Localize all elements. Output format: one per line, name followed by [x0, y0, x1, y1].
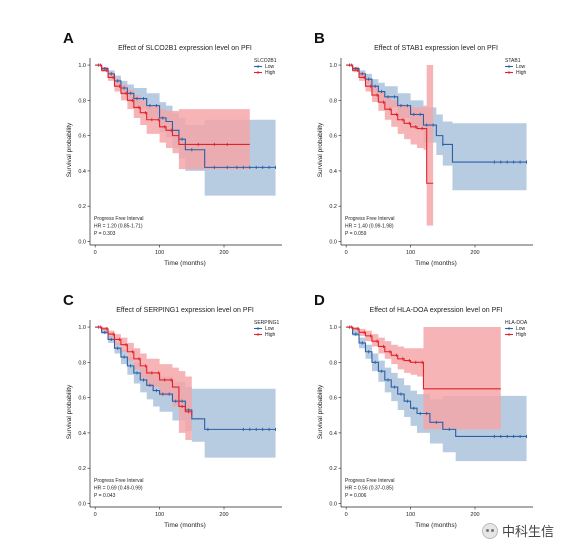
legend-title: SLCO2B1 [254, 58, 277, 64]
panel-d: D Effect of HLA-DOA expression level on … [314, 292, 533, 529]
legend-entry-low: Low [265, 64, 275, 70]
ci-band-high [95, 65, 250, 170]
y-tick-label: 0.2 [78, 466, 86, 472]
x-tick-label: 100 [406, 512, 415, 518]
panel-b-xlabel: Time (months) [415, 260, 457, 267]
watermark-text: 中科生信 [501, 525, 554, 540]
y-tick-label: 0.6 [329, 134, 337, 140]
km-curve-low [95, 64, 276, 168]
annotation-line: Progress Free Interval [94, 216, 143, 222]
annotation-line: HR = 1.20 (0.85-1.71) [94, 224, 143, 230]
y-tick-label: 0.2 [329, 466, 337, 472]
legend-entry-high: High [516, 70, 527, 76]
annotation-line: Progress Free Interval [345, 478, 394, 484]
panel-c: C Effect of SERPING1 expression level on… [63, 292, 282, 529]
panel-a-xlabel: Time (months) [164, 260, 206, 267]
y-tick-label: 0.4 [78, 431, 86, 437]
y-tick-label: 0.8 [329, 360, 337, 366]
y-tick-label: 0.4 [329, 169, 337, 175]
panel-d-letter: D [314, 292, 325, 309]
legend-entry-low: Low [516, 326, 526, 332]
panel-a-letter: A [63, 30, 74, 47]
km-curve-high [95, 326, 193, 416]
y-tick-label: 0.0 [78, 501, 86, 507]
y-tick-label: 0.2 [329, 204, 337, 210]
y-tick-label: 0.0 [329, 501, 337, 507]
x-tick-label: 100 [155, 512, 164, 518]
legend-entry-high: High [265, 70, 276, 76]
panel-b: B Effect of STAB1 expression level on PF… [314, 30, 533, 267]
x-tick-label: 0 [94, 250, 97, 256]
annotation-line: P = 0.006 [345, 493, 367, 499]
y-tick-label: 0.0 [329, 239, 337, 245]
annotation-line: P = 0.303 [94, 231, 116, 237]
y-tick-label: 1.0 [78, 325, 86, 331]
y-tick-label: 0.4 [78, 169, 86, 175]
annotation-line: HR = 0.69 (0.49-0.99) [94, 486, 143, 492]
x-tick-label: 200 [219, 250, 228, 256]
x-tick-label: 0 [345, 512, 348, 518]
legend-title: SERPING1 [254, 320, 280, 326]
legend-entry-low: Low [516, 64, 526, 70]
legend-entry-high: High [516, 332, 527, 338]
panel-d-title: Effect of HLA-DOA expression level on PF… [370, 307, 503, 314]
panel-c-title: Effect of SERPING1 expression level on P… [116, 307, 254, 314]
y-tick-label: 0.8 [329, 98, 337, 104]
annotation-line: Progress Free Interval [345, 216, 394, 222]
panel-d-ylabel: Survival probability [317, 384, 324, 439]
annotation-line: P = 0.059 [345, 231, 367, 237]
x-tick-label: 200 [470, 512, 479, 518]
panel-b-letter: B [314, 30, 325, 47]
panel-c-xlabel: Time (months) [164, 522, 206, 529]
y-tick-label: 1.0 [329, 63, 337, 69]
km-curve-low [346, 64, 527, 163]
y-tick-label: 1.0 [329, 325, 337, 331]
panel-a: A Effect of SLCO2B1 expression level on … [63, 30, 282, 267]
km-curve-high [346, 64, 434, 184]
y-tick-label: 0.6 [78, 396, 86, 402]
legend-title: HLA-DOA [505, 320, 528, 326]
legend-title: STAB1 [505, 58, 521, 64]
x-tick-label: 0 [94, 512, 97, 518]
panel-a-title: Effect of SLCO2B1 expression level on PF… [118, 45, 252, 52]
x-tick-label: 200 [470, 250, 479, 256]
annotation-line: HR = 0.56 (0.37-0.85) [345, 486, 394, 492]
y-tick-label: 0.2 [78, 204, 86, 210]
y-tick-label: 0.8 [78, 360, 86, 366]
panel-b-ylabel: Survival probability [317, 122, 324, 177]
panel-c-plot: 0.0 0.2 0.4 0.6 0.8 1.0 0 100 200 SERPING1LowHigh… [78, 320, 282, 518]
x-tick-label: 100 [155, 250, 164, 256]
panel-c-ylabel: Survival probability [66, 384, 73, 439]
panel-b-title: Effect of STAB1 expression level on PFI [374, 45, 498, 52]
y-tick-label: 0.0 [78, 239, 86, 245]
y-tick-label: 0.4 [329, 431, 337, 437]
annotation-line: P = 0.043 [94, 493, 116, 499]
legend-entry-high: High [265, 332, 276, 338]
legend-entry-low: Low [265, 326, 275, 332]
annotation-line: Progress Free Interval [94, 478, 143, 484]
x-tick-label: 100 [406, 250, 415, 256]
panel-d-xlabel: Time (months) [415, 522, 457, 529]
watermark: 中科生信 [481, 521, 554, 540]
x-tick-label: 0 [345, 250, 348, 256]
y-tick-label: 1.0 [78, 63, 86, 69]
panel-c-letter: C [63, 292, 74, 309]
panel-a-ylabel: Survival probability [66, 122, 73, 177]
annotation-line: HR = 1.40 (0.99-1.98) [345, 224, 394, 230]
y-tick-label: 0.6 [329, 396, 337, 402]
km-curve-high [346, 326, 501, 390]
wechat-icon [481, 522, 498, 539]
x-tick-label: 200 [219, 512, 228, 518]
y-tick-label: 0.6 [78, 134, 86, 140]
y-tick-label: 0.8 [78, 98, 86, 104]
